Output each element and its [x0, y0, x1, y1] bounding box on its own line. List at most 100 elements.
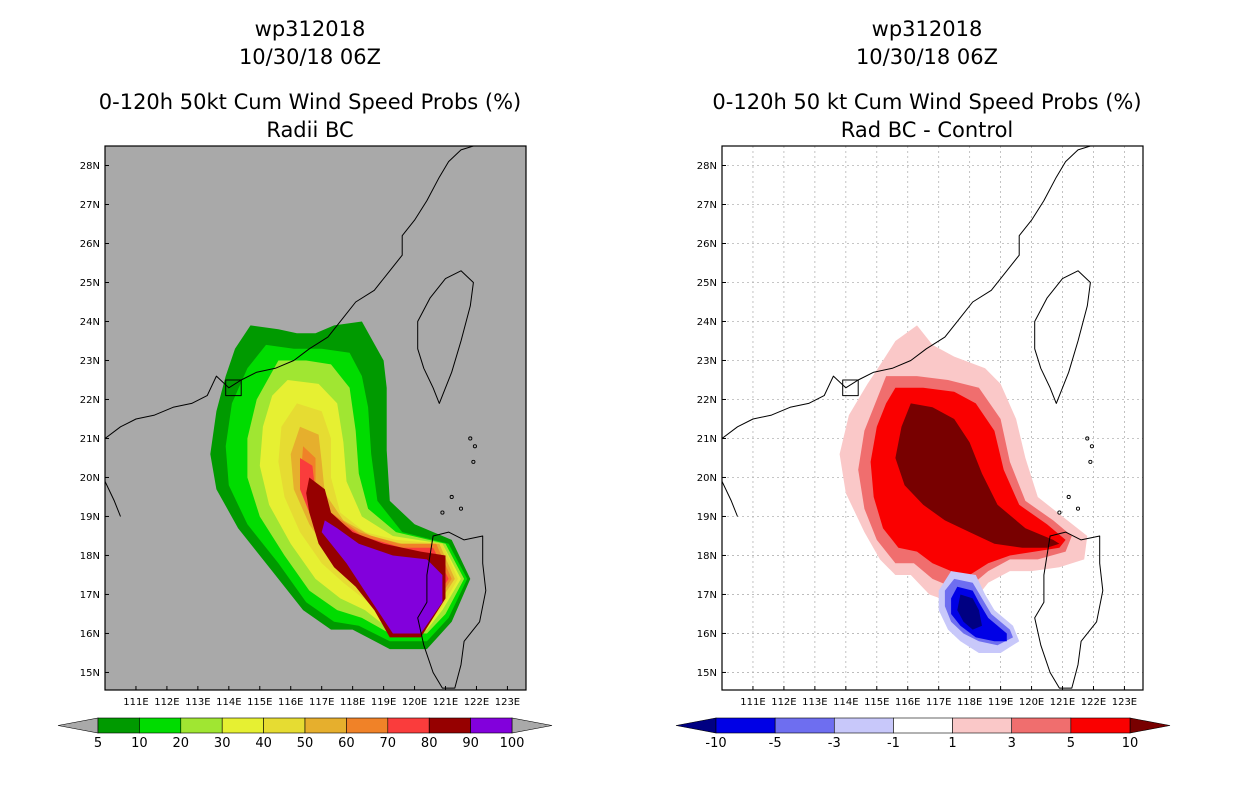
coastline-luzon: [1034, 531, 1104, 689]
lat-tick-label: 20N: [80, 473, 100, 484]
lat-tick-label: 24N: [697, 317, 717, 328]
colorbar-high-arrow: [1129, 717, 1171, 734]
colorbar-swatch: [470, 717, 513, 734]
colorbar-swatch: [1011, 717, 1072, 734]
colorbar-label: 20: [173, 736, 190, 751]
colorbar-swatch: [1070, 717, 1131, 734]
colorbar-label: 3: [1008, 736, 1016, 751]
colorbar-label: 30: [214, 736, 231, 751]
lon-tick-label: 113E: [802, 697, 827, 708]
lon-tick-label: 115E: [864, 697, 889, 708]
lat-tick-label: 22N: [697, 395, 717, 406]
right-map-panel: 111E 112E 113E 114E 115E 116E 117E 118E 119E 120E…: [697, 145, 1144, 708]
lon-tick-label: 111E: [740, 697, 765, 708]
colorbar-label: 1: [948, 736, 956, 751]
left-title-line3: 0-120h 50kt Cum Wind Speed Probs (%): [98, 90, 522, 114]
lat-tick-label: 17N: [697, 590, 717, 601]
lon-tick-label: 123E: [1112, 697, 1137, 708]
lon-tick-label: 122E: [1081, 697, 1106, 708]
colorbar-swatch: [346, 717, 389, 734]
lat-tick-label: 28N: [80, 161, 100, 172]
colorbar-swatch: [833, 717, 894, 734]
lon-tick-label: 114E: [216, 697, 241, 708]
lat-tick-label: 27N: [80, 200, 100, 211]
colorbar-swatch: [180, 717, 223, 734]
coastline-islet: [1089, 444, 1094, 449]
lat-tick-label: 19N: [697, 512, 717, 523]
lon-tick-label: 116E: [278, 697, 303, 708]
lat-tick-label: 24N: [80, 317, 100, 328]
lat-tick-label: 21N: [697, 434, 717, 445]
colorbar-swatch: [774, 717, 835, 734]
lat-tick-label: 25N: [80, 278, 100, 289]
lat-tick-label: 16N: [80, 629, 100, 640]
right-title-line4: Rad BC - Control: [840, 118, 1014, 142]
colorbar-label: 50: [297, 736, 314, 751]
lat-tick-label: 27N: [697, 200, 717, 211]
lon-tick-label: 118E: [340, 697, 365, 708]
lon-tick-label: 121E: [433, 697, 458, 708]
colorbar-swatch: [263, 717, 306, 734]
lat-tick-label: 20N: [697, 473, 717, 484]
lon-tick-label: 113E: [185, 697, 210, 708]
lon-tick-label: 112E: [154, 697, 179, 708]
coastline-hainan: [722, 481, 738, 517]
coastline-islet: [468, 436, 473, 441]
coastline-pearl-river: [842, 379, 859, 397]
colorbar-label: -10: [705, 736, 726, 751]
coastline-luzon: [417, 531, 487, 689]
colorbar-label: -5: [769, 736, 782, 751]
colorbar-label: -3: [828, 736, 841, 751]
left-title-line1: wp312018: [254, 17, 366, 41]
coastline-islet: [1088, 459, 1093, 464]
lat-tick-label: 15N: [697, 668, 717, 679]
colorbar-swatch: [304, 717, 347, 734]
colorbar-label: 5: [1067, 736, 1075, 751]
coastline-taiwan: [1034, 270, 1091, 404]
colorbar-label: 80: [421, 736, 438, 751]
lat-tick-label: 17N: [80, 590, 100, 601]
coastline-pearl-river: [225, 379, 242, 397]
coastline-china: [722, 146, 1091, 439]
left-map-panel: 111E 112E 113E 114E 115E 116E 117E 118E 119E 120E…: [80, 145, 527, 708]
coastline-china: [105, 146, 474, 439]
left-title-line4: Radii BC: [266, 118, 354, 142]
lat-tick-label: 28N: [697, 161, 717, 172]
colorbar-low-arrow: [57, 717, 99, 734]
right-colorbar: -10 -5 -3 -1 1 3 5 10: [675, 717, 1171, 751]
right-map-frame: [721, 145, 1144, 691]
coastline-islet: [449, 494, 454, 500]
lon-tick-label: 122E: [464, 697, 489, 708]
coastline-islet: [458, 506, 464, 511]
colorbar-low-arrow: [675, 717, 717, 734]
coastline-islet: [472, 444, 477, 449]
lon-tick-label: 123E: [495, 697, 520, 708]
contour--10: [957, 594, 982, 630]
lat-tick-label: 22N: [80, 395, 100, 406]
lon-tick-label: 111E: [123, 697, 148, 708]
lon-tick-label: 118E: [957, 697, 982, 708]
left-colorbar: 5 10 20 30 40 50 60 70 80 90 100: [57, 717, 553, 751]
coastline-islet: [1066, 494, 1071, 500]
colorbar-label: -1: [887, 736, 900, 751]
lon-tick-label: 121E: [1050, 697, 1075, 708]
coastline-islet: [471, 459, 476, 464]
lon-tick-label: 119E: [371, 697, 396, 708]
colorbar-swatch: [893, 717, 953, 734]
lat-tick-label: 19N: [80, 512, 100, 523]
colorbar-swatch: [221, 717, 264, 734]
lon-tick-label: 114E: [833, 697, 858, 708]
colorbar-label: 70: [380, 736, 397, 751]
lat-tick-label: 21N: [80, 434, 100, 445]
colorbar-label: 60: [338, 736, 355, 751]
lon-tick-label: 116E: [895, 697, 920, 708]
contour-10: [895, 403, 1060, 548]
lon-tick-label: 120E: [402, 697, 427, 708]
colorbar-label: 10: [131, 736, 148, 751]
lat-tick-label: 26N: [80, 239, 100, 250]
right-title-line2: 10/30/18 06Z: [855, 45, 999, 69]
lat-tick-label: 18N: [697, 551, 717, 562]
contour-90: [321, 520, 443, 634]
colorbar-label: 10: [1122, 736, 1139, 751]
colorbar-swatch: [139, 717, 182, 734]
